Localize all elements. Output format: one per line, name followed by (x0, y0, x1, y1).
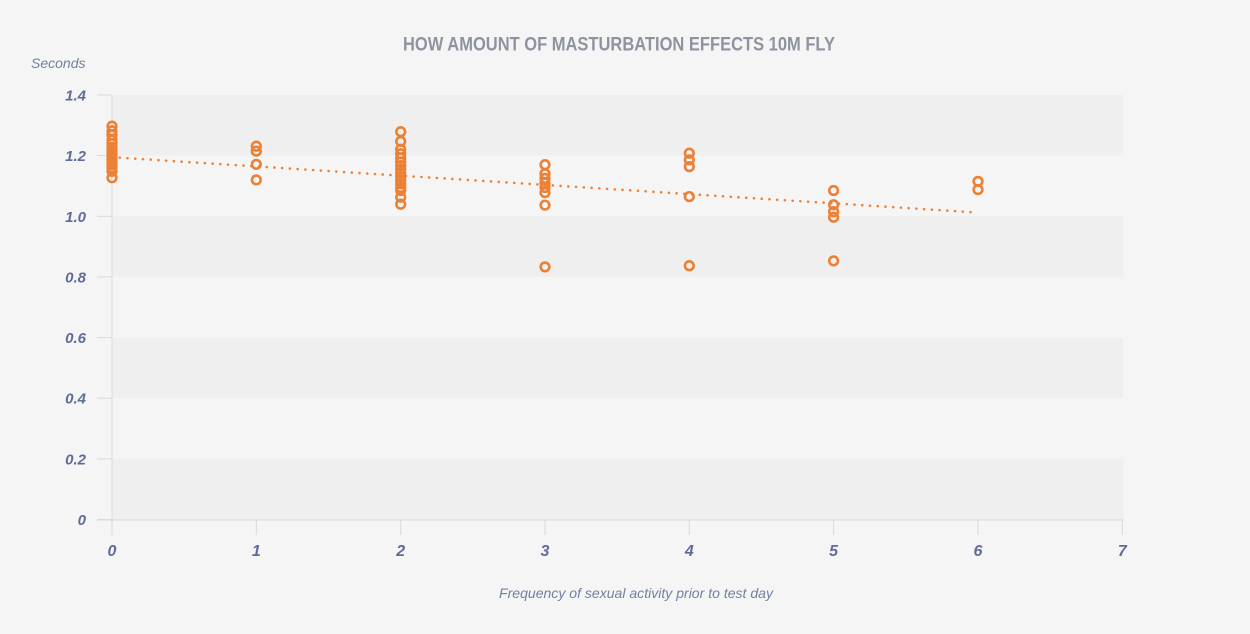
svg-text:0.4: 0.4 (65, 391, 87, 408)
svg-text:0.2: 0.2 (65, 451, 87, 468)
svg-text:1.0: 1.0 (65, 209, 87, 226)
svg-text:1.4: 1.4 (65, 88, 87, 105)
svg-text:1: 1 (252, 543, 261, 560)
svg-text:0.8: 0.8 (65, 269, 87, 286)
svg-text:Frequency of sexual activity p: Frequency of sexual activity prior to te… (499, 585, 774, 601)
svg-text:4: 4 (684, 543, 694, 560)
svg-text:3: 3 (541, 543, 550, 560)
svg-text:HOW AMOUNT OF MASTURBATION EFF: HOW AMOUNT OF MASTURBATION EFFECTS 10M F… (403, 35, 835, 56)
svg-text:0.6: 0.6 (65, 330, 87, 347)
svg-text:0: 0 (108, 543, 117, 560)
svg-text:5: 5 (829, 543, 839, 560)
svg-text:Seconds: Seconds (31, 55, 85, 71)
svg-text:1.2: 1.2 (65, 148, 87, 165)
svg-text:6: 6 (974, 543, 983, 560)
svg-text:7: 7 (1118, 543, 1128, 560)
svg-text:2: 2 (395, 543, 405, 560)
svg-text:0: 0 (78, 512, 87, 529)
